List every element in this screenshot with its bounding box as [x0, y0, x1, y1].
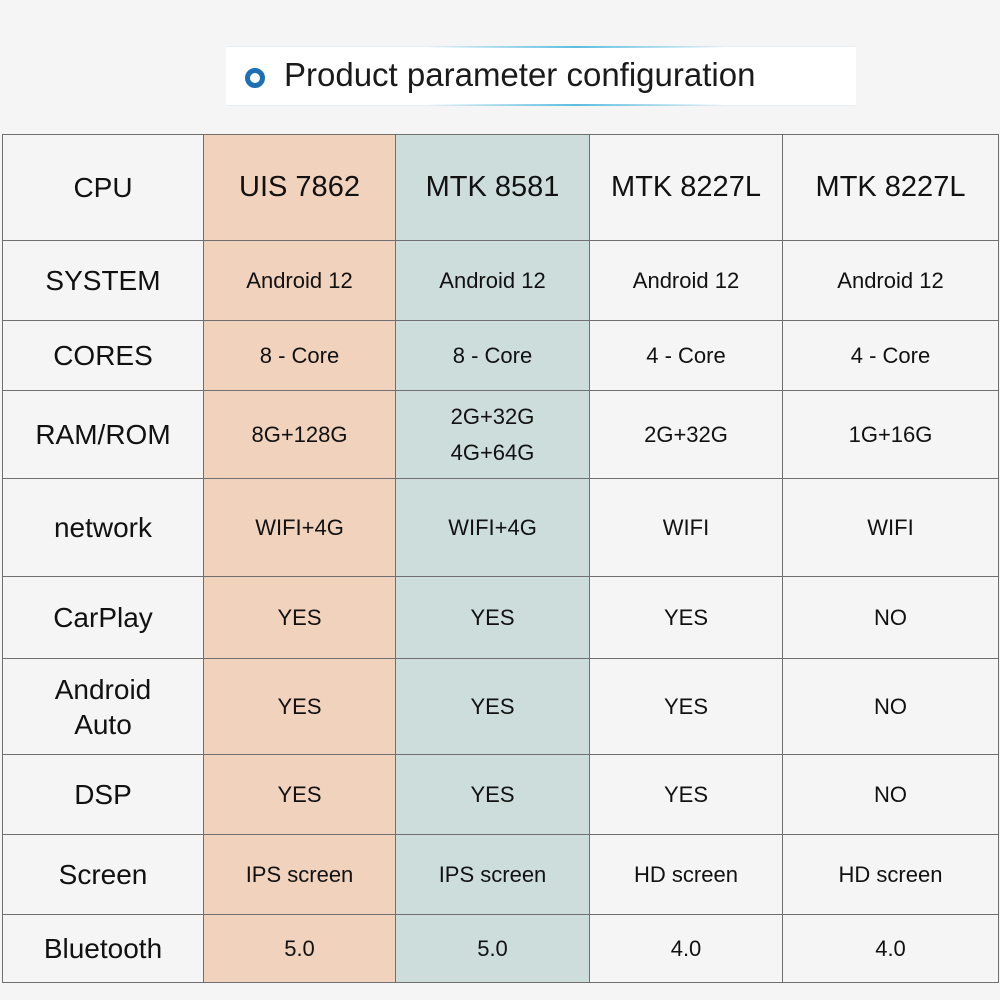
row-label: network: [2, 478, 204, 577]
row-label-line: Auto: [74, 708, 132, 740]
table-cell: 2G+32G 4G+64G: [395, 390, 590, 479]
row-label: RAM/ROM: [2, 390, 204, 479]
page-title: Product parameter configuration: [284, 56, 756, 93]
table-cell: HD screen: [589, 834, 783, 915]
table-cell: UIS 7862: [203, 134, 396, 241]
table-cell: Android 12: [395, 240, 590, 321]
table-cell: YES: [589, 576, 783, 659]
table-cell: 5.0: [395, 914, 590, 983]
table-cell: NO: [782, 658, 999, 755]
table-row: Screen IPS screen IPS screen HD screen HD sc…: [2, 834, 999, 915]
table-cell: YES: [203, 576, 396, 659]
table-cell: HD screen: [782, 834, 999, 915]
row-label-line: Android: [54, 673, 152, 705]
table-cell: YES: [395, 576, 590, 659]
table-row: Bluetooth 5.0 5.0 4.0 4.0: [2, 914, 999, 983]
row-label: SYSTEM: [2, 240, 204, 321]
row-label: CORES: [2, 320, 204, 391]
table-cell: MTK 8227L: [782, 134, 999, 241]
table-cell: IPS screen: [395, 834, 590, 915]
table-cell: 4 - Core: [782, 320, 999, 391]
circle-bullet-icon: [245, 68, 265, 88]
table-cell: Android 12: [203, 240, 396, 321]
table-row: CPU UIS 7862 MTK 8581 MTK 8227L MTK 8227L: [2, 134, 999, 241]
table-cell: 8G+128G: [203, 390, 396, 479]
table-cell-line: 4G+64G: [450, 439, 535, 465]
table-cell-line: 2G+32G: [450, 403, 535, 429]
table-cell: 8 - Core: [203, 320, 396, 391]
table-cell: WIFI: [589, 478, 783, 577]
row-label: Bluetooth: [2, 914, 204, 983]
table-cell: 1G+16G: [782, 390, 999, 479]
table-cell: WIFI+4G: [203, 478, 396, 577]
table-cell: YES: [395, 754, 590, 835]
table-cell: YES: [203, 658, 396, 755]
row-label: CPU: [2, 134, 204, 241]
table-cell: 5.0: [203, 914, 396, 983]
table-row: Android Auto YES YES YES NO: [2, 658, 999, 755]
row-label: CarPlay: [2, 576, 204, 659]
row-label: Android Auto: [2, 658, 204, 755]
table-cell: 4.0: [589, 914, 783, 983]
table-cell: MTK 8581: [395, 134, 590, 241]
table-cell: YES: [203, 754, 396, 835]
row-label: Screen: [2, 834, 204, 915]
table-row: SYSTEM Android 12 Android 12 Android 12 Andr…: [2, 240, 999, 321]
table-cell: WIFI+4G: [395, 478, 590, 577]
spec-table: CPU UIS 7862 MTK 8581 MTK 8227L MTK 8227L SYS…: [2, 134, 999, 983]
table-row: DSP YES YES YES NO: [2, 754, 999, 835]
table-cell: 4 - Core: [589, 320, 783, 391]
table-row: network WIFI+4G WIFI+4G WIFI WIFI: [2, 478, 999, 577]
table-cell: NO: [782, 754, 999, 835]
table-row: CORES 8 - Core 8 - Core 4 - Core 4 - Core: [2, 320, 999, 391]
table-cell: Android 12: [782, 240, 999, 321]
table-cell: Android 12: [589, 240, 783, 321]
table-cell: NO: [782, 576, 999, 659]
table-cell: YES: [589, 754, 783, 835]
table-cell: 2G+32G: [589, 390, 783, 479]
table-cell: MTK 8227L: [589, 134, 783, 241]
row-label: DSP: [2, 754, 204, 835]
table-row: CarPlay YES YES YES NO: [2, 576, 999, 659]
table-cell: 8 - Core: [395, 320, 590, 391]
table-row: RAM/ROM 8G+128G 2G+32G 4G+64G 2G+32G 1G+16G: [2, 390, 999, 479]
table-cell: 4.0: [782, 914, 999, 983]
table-cell: YES: [395, 658, 590, 755]
table-cell: IPS screen: [203, 834, 396, 915]
table-cell: WIFI: [782, 478, 999, 577]
table-cell: YES: [589, 658, 783, 755]
title-banner: Product parameter configuration: [226, 46, 856, 106]
